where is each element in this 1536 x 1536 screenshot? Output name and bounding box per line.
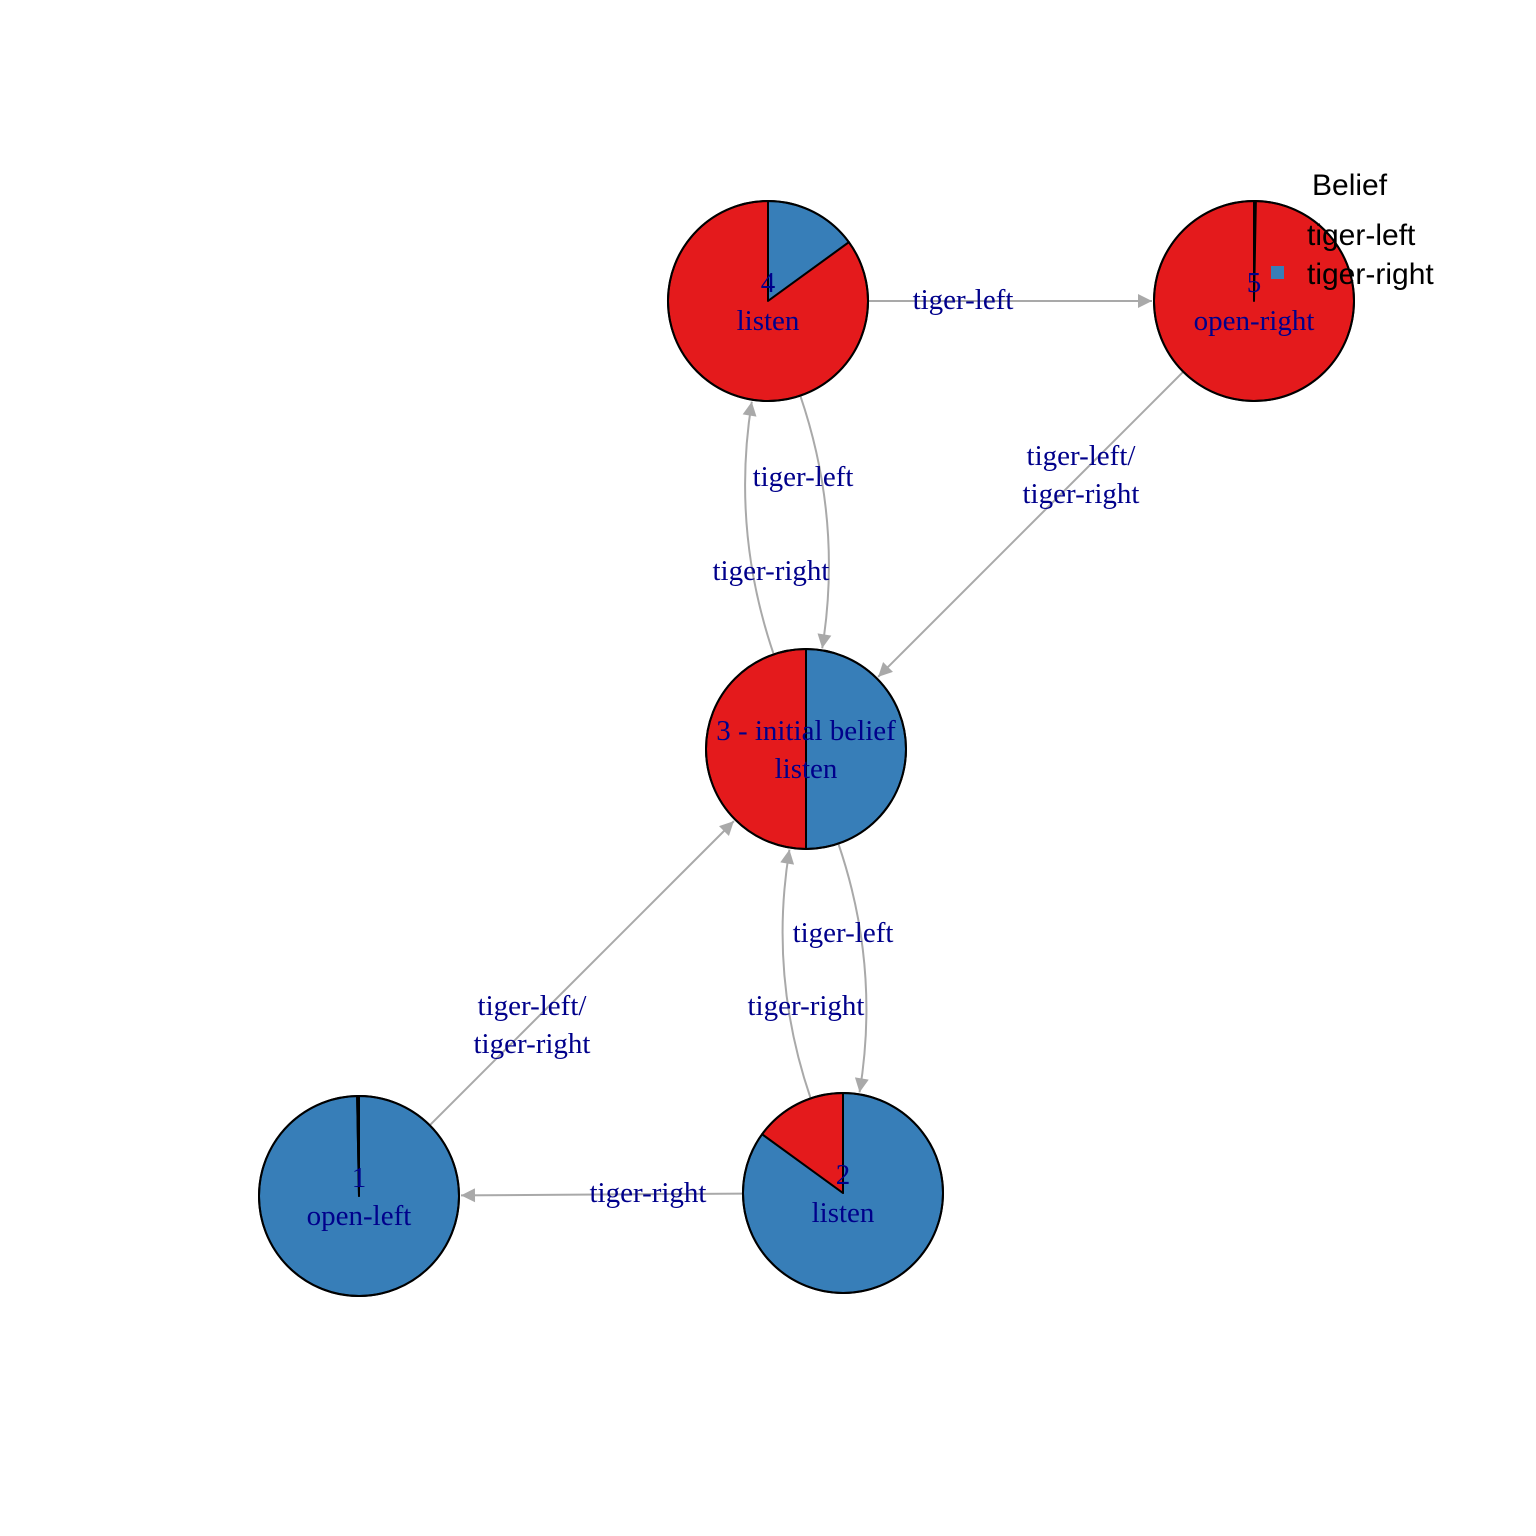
edge-2-to-3	[780, 849, 812, 1099]
node-outline	[667, 200, 869, 402]
legend-label-tiger-left: tiger-left	[1307, 219, 1416, 252]
node-action: listen	[812, 1197, 875, 1229]
legend: Belief tiger-left tiger-right	[1271, 169, 1434, 291]
edge-label-line: tiger-left	[793, 917, 894, 949]
edge-label-1-to-3: tiger-left/tiger-right	[474, 990, 591, 1060]
edge-label-line: tiger-left	[913, 284, 1014, 316]
node-outline	[1153, 200, 1355, 402]
edge-label-line: tiger-right	[590, 1177, 707, 1209]
edge-label-4-to-3: tiger-right	[713, 555, 830, 587]
edge-label-line: tiger-right	[748, 990, 865, 1022]
node-label-4: 4 listen	[737, 267, 800, 337]
node-outline	[705, 648, 907, 850]
edge-4-to-3	[799, 395, 832, 649]
node-action: listen	[775, 753, 838, 785]
edge-label-5-to-3: tiger-left/tiger-right	[1023, 440, 1140, 510]
node-action: open-left	[307, 1200, 412, 1232]
node-2: 2 listen	[742, 1092, 944, 1294]
legend-swatch-tiger-left	[1271, 227, 1284, 240]
edge-label-4-to-5: tiger-left	[913, 284, 1014, 316]
node-5: 5 open-right	[1152, 200, 1355, 402]
node-number: 4	[761, 267, 776, 299]
node-outline	[742, 1092, 944, 1294]
node-number: 2	[836, 1159, 851, 1191]
legend-title: Belief	[1312, 169, 1388, 202]
legend-label-tiger-right: tiger-right	[1307, 258, 1434, 291]
node-1: 1 open-left	[258, 1095, 461, 1297]
node-3: 3 - initial belief listen	[705, 648, 907, 850]
edges-layer	[429, 294, 1184, 1203]
node-outline	[258, 1095, 460, 1297]
edge-3-to-4	[742, 401, 775, 655]
node-4: 4 listen	[667, 200, 869, 402]
node-number: 3 - initial belief	[716, 715, 896, 747]
edge-label-line: tiger-left	[753, 461, 854, 493]
node-action: listen	[737, 305, 800, 337]
edge-label-3-to-4: tiger-left	[753, 461, 854, 493]
nodes-layer: 1 open-left 2 listen 3 - initial belief liste…	[258, 200, 1355, 1297]
node-number: 1	[352, 1162, 367, 1194]
edge-5-to-3	[877, 371, 1184, 678]
node-action: open-right	[1194, 305, 1315, 337]
node-label-3: 3 - initial belief listen	[716, 715, 896, 785]
edge-label-line: tiger-left/	[1027, 440, 1137, 472]
edge-label-line: tiger-right	[474, 1028, 591, 1060]
edge-labels-layer: tiger-lefttiger-lefttiger-righttiger-lef…	[474, 284, 1140, 1209]
edge-label-2-to-1: tiger-right	[590, 1177, 707, 1209]
node-number: 5	[1247, 267, 1262, 299]
node-label-5: 5 open-right	[1194, 267, 1315, 337]
edge-label-line: tiger-right	[713, 555, 830, 587]
edge-1-to-3	[429, 820, 735, 1126]
edge-3-to-2	[837, 843, 869, 1093]
edge-label-line: tiger-left/	[478, 990, 588, 1022]
legend-swatch-tiger-right	[1271, 266, 1284, 279]
edge-2-to-1	[460, 1188, 744, 1203]
pie-slice-tiger-right	[805, 648, 907, 850]
pie-slice-tiger-left	[705, 648, 807, 850]
edge-label-2-to-3: tiger-left	[793, 917, 894, 949]
edge-label-line: tiger-right	[1023, 478, 1140, 510]
node-label-2: 2 listen	[812, 1159, 875, 1229]
node-label-1: 1 open-left	[307, 1162, 412, 1232]
edge-label-3-to-2: tiger-right	[748, 990, 865, 1022]
